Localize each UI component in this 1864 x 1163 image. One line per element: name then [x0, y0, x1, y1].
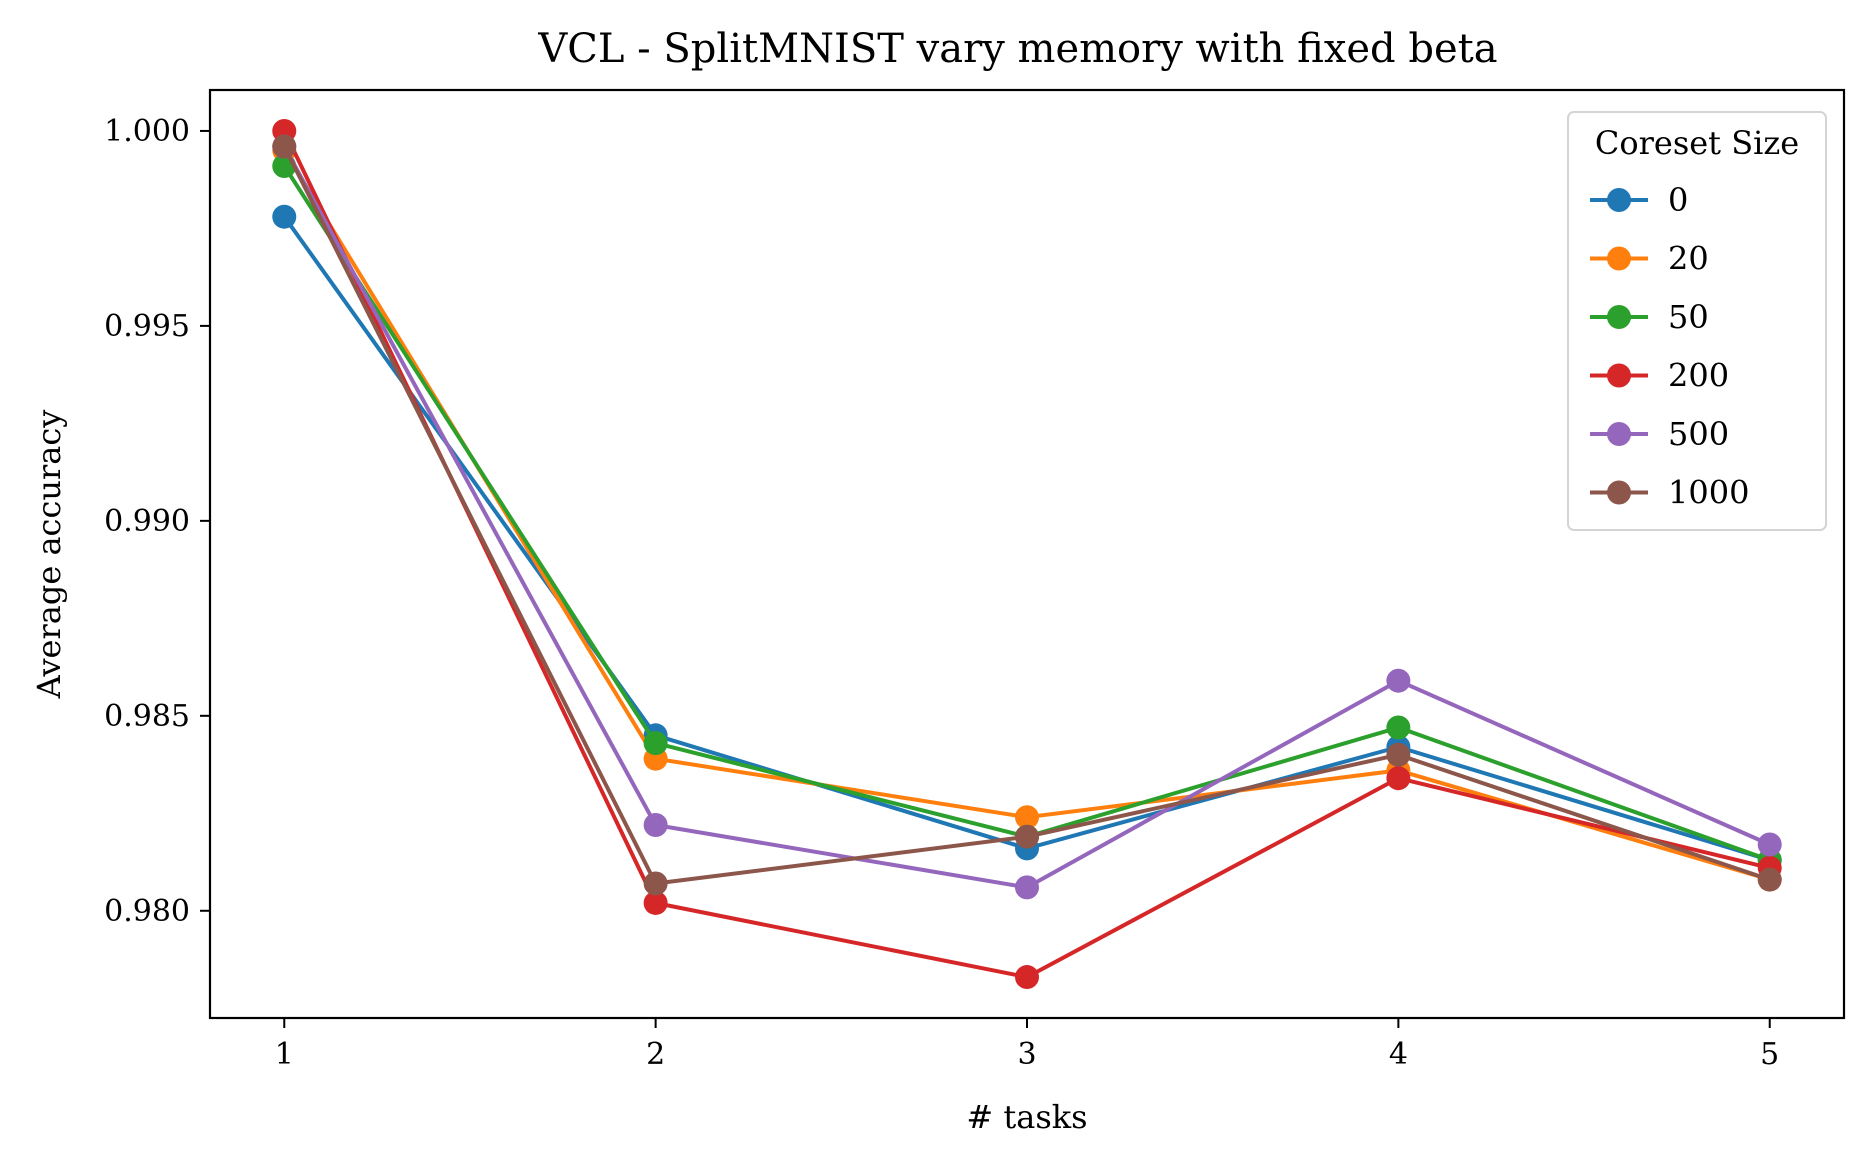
x-axis-label: # tasks: [966, 1098, 1087, 1136]
data-point: [1015, 805, 1039, 830]
data-point: [643, 731, 668, 756]
legend-label: 500: [1668, 415, 1729, 453]
x-tick-label: 5: [1760, 1037, 1779, 1072]
data-point: [1386, 766, 1411, 791]
x-tick-label: 2: [646, 1037, 665, 1072]
data-point: [1015, 965, 1039, 990]
legend-marker-swatch: [1607, 305, 1631, 329]
legend-label: 0: [1668, 181, 1688, 219]
legend-marker-swatch: [1607, 422, 1631, 446]
data-point: [643, 871, 668, 896]
data-point: [1386, 742, 1411, 767]
legend-label: 50: [1668, 298, 1709, 336]
series-1000: [272, 134, 1782, 896]
legend-items: 0 20 50 200 500 1000: [1590, 181, 1749, 512]
series-layer: [272, 118, 1782, 990]
legend-item-500: 500: [1590, 415, 1729, 453]
data-point: [643, 890, 668, 915]
legend-label: 200: [1668, 357, 1729, 395]
y-axis-ticks: 0.980 0.985 0.990 0.995 1.000: [104, 114, 210, 929]
legend-item-50: 50: [1590, 298, 1709, 336]
x-tick-label: 1: [275, 1037, 294, 1072]
legend-item-1000: 1000: [1590, 474, 1749, 512]
data-point: [272, 134, 297, 159]
legend-marker-swatch: [1607, 480, 1631, 505]
y-tick-label: 0.990: [104, 504, 190, 539]
x-axis-ticks: 1 2 3 4 5: [275, 1018, 1779, 1072]
y-tick-label: 0.995: [104, 309, 190, 344]
data-point: [1386, 668, 1411, 693]
data-point: [1757, 832, 1782, 857]
data-point: [643, 812, 668, 837]
x-tick-label: 4: [1389, 1037, 1408, 1072]
data-point: [1386, 715, 1411, 740]
legend-frame: [1567, 111, 1827, 531]
legend-item-20: 20: [1590, 240, 1709, 278]
legend-item-0: 0: [1590, 181, 1688, 219]
series-200: [272, 118, 1782, 990]
data-point: [272, 204, 297, 229]
legend: Coreset Size 0 20 50 200 500 1000: [1567, 111, 1827, 531]
legend-marker-swatch: [1607, 363, 1631, 388]
legend-item-200: 200: [1590, 357, 1729, 395]
x-tick-label: 3: [1017, 1037, 1036, 1072]
data-point: [1015, 824, 1039, 849]
chart-title: VCL - SplitMNIST vary memory with fixed …: [537, 26, 1497, 72]
legend-marker-swatch: [1607, 246, 1631, 271]
y-axis-label: Average accuracy: [30, 410, 68, 700]
data-point: [1015, 875, 1039, 900]
data-point: [1757, 867, 1782, 892]
legend-title: Coreset Size: [1595, 124, 1799, 162]
series-line: [282, 215, 1771, 863]
y-tick-label: 0.980: [104, 894, 190, 929]
y-tick-label: 0.985: [104, 699, 190, 734]
y-tick-label: 1.000: [104, 114, 190, 149]
legend-label: 1000: [1668, 474, 1749, 512]
legend-label: 20: [1668, 240, 1709, 278]
series-line: [282, 164, 1771, 862]
legend-marker-swatch: [1607, 188, 1631, 212]
